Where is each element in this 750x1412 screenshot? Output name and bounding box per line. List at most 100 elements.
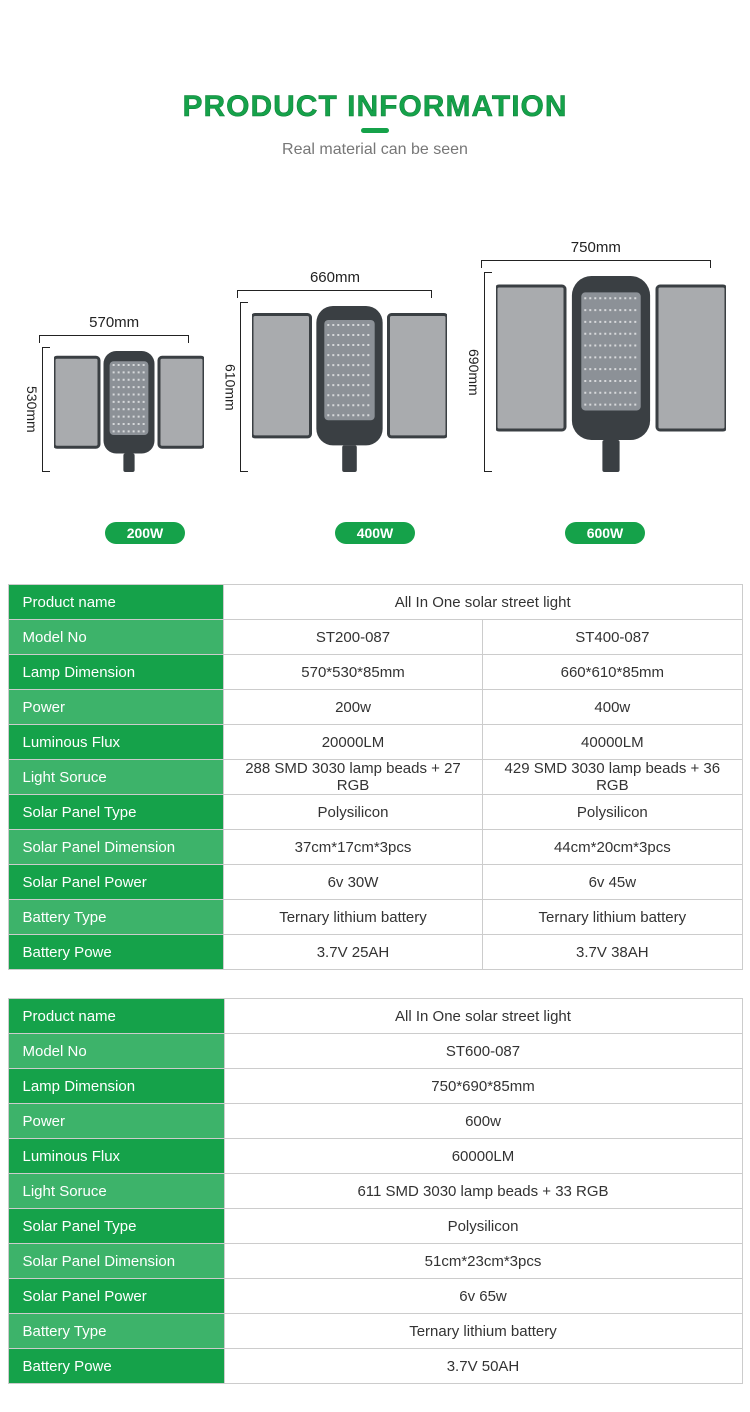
table-row: Lamp Dimension750*690*85mm xyxy=(8,1069,742,1104)
table-row: Power200w400w xyxy=(8,690,742,725)
title-underline xyxy=(361,128,389,133)
table-row: Lamp Dimension570*530*85mm660*610*85mm xyxy=(8,655,742,690)
height-bracket xyxy=(484,272,492,472)
product-icon xyxy=(54,347,204,472)
spec-value: ST400-087 xyxy=(483,620,742,655)
product-diagram: 660mm 610mm xyxy=(222,269,447,472)
spec-value: 600w xyxy=(224,1104,742,1139)
spec-label: Solar Panel Dimension xyxy=(8,830,223,865)
spec-label: Solar Panel Type xyxy=(8,1209,224,1244)
spec-value: 429 SMD 3030 lamp beads + 36 RGB xyxy=(483,760,742,795)
spec-value: All In One solar street light xyxy=(224,999,742,1034)
spec-value: 611 SMD 3030 lamp beads + 33 RGB xyxy=(224,1174,742,1209)
table-row: Battery Powe3.7V 50AH xyxy=(8,1349,742,1384)
product-diagram: 570mm 530mm xyxy=(24,314,204,472)
table-row: Product nameAll In One solar street ligh… xyxy=(8,585,742,620)
product-diagram: 750mm 690mm xyxy=(466,239,726,472)
spec-value: 200w xyxy=(223,690,482,725)
table-row: Model NoST200-087ST400-087 xyxy=(8,620,742,655)
spec-label: Light Soruce xyxy=(8,760,223,795)
table-row: Luminous Flux60000LM xyxy=(8,1139,742,1174)
spec-label: Solar Panel Power xyxy=(8,1279,224,1314)
spec-value: 400w xyxy=(483,690,742,725)
height-label: 690mm xyxy=(466,349,484,396)
spec-value: 3.7V 38AH xyxy=(483,935,742,970)
spec-value: 6v 30W xyxy=(223,865,482,900)
product-icon xyxy=(252,302,447,472)
spec-value: 6v 45w xyxy=(483,865,742,900)
spec-value: Ternary lithium battery xyxy=(223,900,482,935)
spec-label: Solar Panel Power xyxy=(8,865,223,900)
spec-table-1: Product nameAll In One solar street ligh… xyxy=(8,584,743,970)
spec-value: 40000LM xyxy=(483,725,742,760)
spec-label: Battery Powe xyxy=(8,1349,224,1384)
spec-label: Light Soruce xyxy=(8,1174,224,1209)
height-bracket xyxy=(240,302,248,472)
width-bracket xyxy=(39,335,189,343)
table-row: Solar Panel Power6v 30W6v 45w xyxy=(8,865,742,900)
spec-value: 288 SMD 3030 lamp beads + 27 RGB xyxy=(223,760,482,795)
spec-value: Polysilicon xyxy=(224,1209,742,1244)
width-label: 750mm xyxy=(571,239,621,256)
width-label: 660mm xyxy=(310,269,360,286)
spec-value: 37cm*17cm*3pcs xyxy=(223,830,482,865)
width-bracket xyxy=(481,260,711,268)
table-row: Model NoST600-087 xyxy=(8,1034,742,1069)
table-row: Solar Panel TypePolysiliconPolysilicon xyxy=(8,795,742,830)
spec-label: Power xyxy=(8,690,223,725)
spec-label: Luminous Flux xyxy=(8,725,223,760)
spec-value: Ternary lithium battery xyxy=(483,900,742,935)
wattage-chip: 200W xyxy=(105,522,186,544)
spec-label: Battery Type xyxy=(8,1314,224,1349)
table-row: Power600w xyxy=(8,1104,742,1139)
page-title: PRODUCT INFORMATION xyxy=(182,90,567,124)
spec-label: Product name xyxy=(8,999,224,1034)
table-row: Battery TypeTernary lithium batteryTerna… xyxy=(8,900,742,935)
spec-value: Polysilicon xyxy=(223,795,482,830)
spec-value: 3.7V 25AH xyxy=(223,935,482,970)
spec-label: Solar Panel Dimension xyxy=(8,1244,224,1279)
spec-label: Product name xyxy=(8,585,223,620)
wattage-chips: 200W 400W 600W xyxy=(0,492,750,584)
table-row: Product nameAll In One solar street ligh… xyxy=(8,999,742,1034)
spec-label: Power xyxy=(8,1104,224,1139)
spec-value: ST200-087 xyxy=(223,620,482,655)
product-icon xyxy=(496,272,726,472)
spec-value: 570*530*85mm xyxy=(223,655,482,690)
spec-label: Model No xyxy=(8,1034,224,1069)
spec-value: All In One solar street light xyxy=(223,585,742,620)
spec-value: 6v 65w xyxy=(224,1279,742,1314)
spec-label: Lamp Dimension xyxy=(8,1069,224,1104)
table-row: Solar Panel Dimension37cm*17cm*3pcs44cm*… xyxy=(8,830,742,865)
spec-value: 750*690*85mm xyxy=(224,1069,742,1104)
spec-value: ST600-087 xyxy=(224,1034,742,1069)
spec-value: 44cm*20cm*3pcs xyxy=(483,830,742,865)
height-label: 610mm xyxy=(222,364,240,411)
spec-table-2: Product nameAll In One solar street ligh… xyxy=(8,998,743,1384)
spec-value: 60000LM xyxy=(224,1139,742,1174)
wattage-chip: 600W xyxy=(565,522,646,544)
wattage-chip: 400W xyxy=(335,522,416,544)
spec-label: Battery Type xyxy=(8,900,223,935)
table-row: Battery TypeTernary lithium battery xyxy=(8,1314,742,1349)
spec-label: Solar Panel Type xyxy=(8,795,223,830)
table-row: Light Soruce611 SMD 3030 lamp beads + 33… xyxy=(8,1174,742,1209)
spec-value: 20000LM xyxy=(223,725,482,760)
spec-label: Lamp Dimension xyxy=(8,655,223,690)
table-row: Battery Powe3.7V 25AH3.7V 38AH xyxy=(8,935,742,970)
table-row: Solar Panel Power6v 65w xyxy=(8,1279,742,1314)
spec-value: 51cm*23cm*3pcs xyxy=(224,1244,742,1279)
table-row: Solar Panel Dimension51cm*23cm*3pcs xyxy=(8,1244,742,1279)
table-row: Light Soruce288 SMD 3030 lamp beads + 27… xyxy=(8,760,742,795)
product-diagrams: 570mm 530mm 660mm 610mm 750mm 690mm xyxy=(0,179,750,492)
width-bracket xyxy=(237,290,432,298)
page-subtitle: Real material can be seen xyxy=(0,141,750,159)
table-row: Solar Panel TypePolysilicon xyxy=(8,1209,742,1244)
spec-value: Polysilicon xyxy=(483,795,742,830)
spec-value: Ternary lithium battery xyxy=(224,1314,742,1349)
header: PRODUCT INFORMATION Real material can be… xyxy=(0,0,750,179)
spec-label: Model No xyxy=(8,620,223,655)
spec-label: Battery Powe xyxy=(8,935,223,970)
spec-label: Luminous Flux xyxy=(8,1139,224,1174)
width-label: 570mm xyxy=(89,314,139,331)
